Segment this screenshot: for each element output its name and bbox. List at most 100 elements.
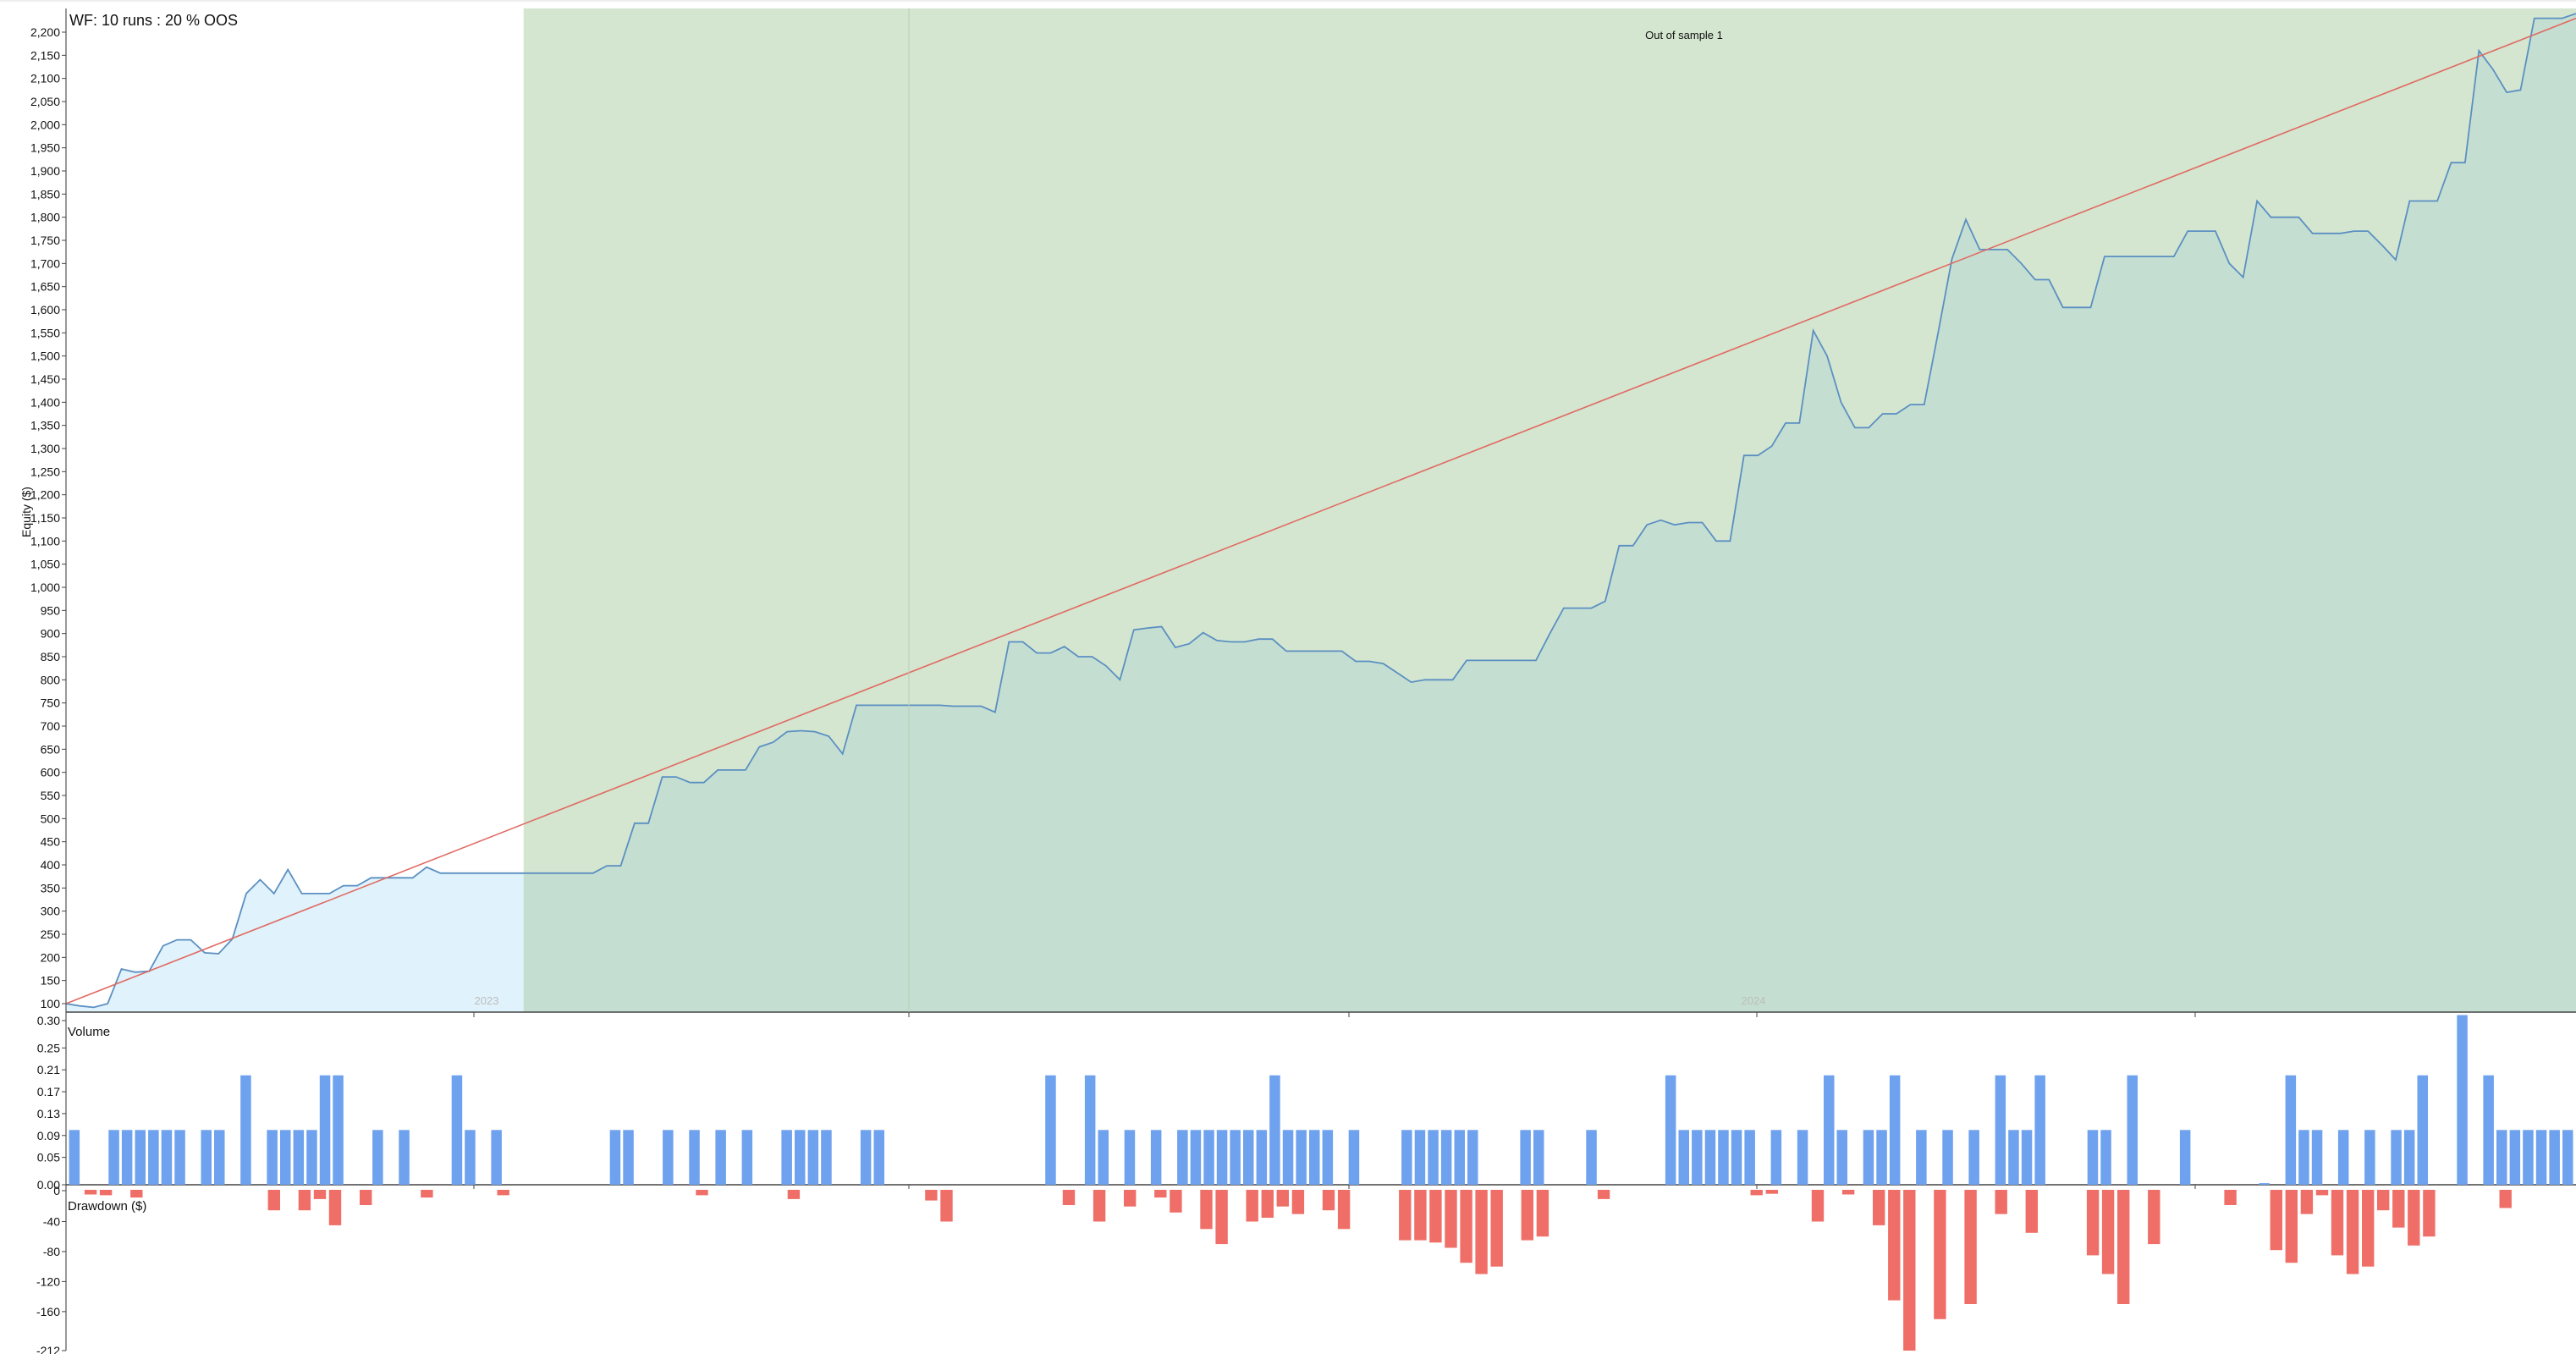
volume-bar (1440, 1130, 1452, 1185)
drawdown-bar (1062, 1190, 1076, 1205)
volume-bar (2021, 1130, 2033, 1185)
drawdown-bar (2025, 1190, 2038, 1233)
volume-bar (1586, 1130, 1597, 1185)
equity-tick-label: 1,050 (30, 558, 60, 571)
volume-bar (1414, 1130, 1426, 1185)
volume-bar (2008, 1130, 2019, 1185)
drawdown-bar (1765, 1190, 1778, 1194)
x-label-2024: 2024 (1742, 994, 1766, 1007)
equity-tick-label: 150 (41, 974, 61, 988)
out-of-sample-equity-area (523, 14, 2576, 1013)
volume-bar (399, 1130, 410, 1185)
volume-bar (2364, 1130, 2375, 1185)
volume-bar (1322, 1130, 1334, 1185)
drawdown-bar (1170, 1190, 1182, 1213)
volume-tick-label: 0.17 (37, 1085, 60, 1098)
drawdown-bar (2346, 1190, 2359, 1274)
volume-bar (2087, 1130, 2099, 1185)
drawdown-bar (1490, 1190, 1503, 1267)
volume-bar (2562, 1130, 2573, 1185)
drawdown-bar (421, 1190, 433, 1198)
drawdown-tick-label: -80 (43, 1245, 60, 1258)
equity-tick-label: 950 (41, 603, 61, 617)
volume-bar (623, 1130, 634, 1185)
drawdown-bar (2408, 1190, 2420, 1246)
volume-tick-label: 0.30 (37, 1014, 60, 1027)
volume-bar (1150, 1130, 1162, 1185)
volume-bar (1269, 1075, 1280, 1185)
drawdown-bar (1750, 1190, 1763, 1196)
drawdown-bar (2224, 1190, 2237, 1205)
equity-tick-label: 300 (41, 905, 61, 918)
equity-tick-label: 400 (41, 858, 61, 872)
drawdown-tick-label: -212 (36, 1344, 60, 1354)
equity-y-axis: 100 150 200 250 300 350 400 450 500 550 600 650 700 7… (30, 25, 66, 1010)
equity-tick-label: 100 (41, 997, 61, 1010)
volume-bar (715, 1130, 726, 1185)
equity-tick-label: 2,200 (30, 25, 60, 39)
equity-tick-label: 600 (41, 766, 61, 779)
volume-bar (1968, 1130, 1979, 1185)
drawdown-bar (940, 1190, 953, 1222)
volume-tick-label: 0.09 (37, 1129, 60, 1142)
volume-bar (795, 1130, 806, 1185)
volume-bar (1243, 1130, 1254, 1185)
volume-bar (2457, 1015, 2468, 1185)
drawdown-bar (1291, 1190, 1305, 1214)
volume-bar (240, 1075, 251, 1185)
drawdown-bar (1399, 1190, 1412, 1241)
drawdown-bar (1903, 1190, 1916, 1351)
volume-bar (319, 1075, 331, 1185)
drawdown-bar (1414, 1190, 1427, 1241)
equity-tick-label: 1,550 (30, 326, 60, 339)
volume-bar (2337, 1130, 2349, 1185)
volume-bar (1836, 1130, 1847, 1185)
volume-bar (465, 1130, 476, 1185)
equity-tick-label: 1,750 (30, 234, 60, 247)
equity-tick-label: 500 (41, 812, 61, 825)
volume-bar (267, 1130, 278, 1185)
drawdown-bar (1460, 1190, 1472, 1263)
drawdown-bar (1445, 1190, 1457, 1248)
equity-tick-label: 250 (41, 927, 61, 941)
volume-bar (1282, 1130, 1294, 1185)
volume-bar (1520, 1130, 1531, 1185)
drawdown-bar (1322, 1190, 1335, 1211)
drawdown-bar (2270, 1190, 2282, 1251)
equity-tick-label: 850 (41, 650, 61, 663)
drawdown-tick-label: -120 (36, 1274, 60, 1288)
equity-tick-label: 2,000 (30, 118, 60, 131)
volume-bar (491, 1130, 502, 1185)
volume-bar (2549, 1130, 2560, 1185)
drawdown-bar (497, 1190, 509, 1196)
drawdown-bar (2331, 1190, 2344, 1256)
drawdown-bar (84, 1190, 97, 1195)
equity-tick-label: 200 (41, 950, 61, 964)
volume-bar (306, 1130, 317, 1185)
volume-bar (1704, 1130, 1716, 1185)
volume-bar (2127, 1075, 2138, 1185)
equity-tick-label: 1,250 (30, 465, 60, 478)
volume-bar (1177, 1130, 1188, 1185)
drawdown-tick-label: -40 (43, 1214, 60, 1228)
volume-bar (1718, 1130, 1729, 1185)
volume-bars (69, 1015, 2573, 1185)
oos-label: Out of sample 1 (1645, 29, 1723, 41)
volume-bar (2403, 1130, 2415, 1185)
drawdown-bar (1536, 1190, 1549, 1237)
equity-line (65, 13, 2576, 1009)
volume-bar (781, 1130, 792, 1185)
drawdown-bar (925, 1190, 938, 1201)
volume-bar (609, 1130, 621, 1185)
volume-bar (2523, 1130, 2534, 1185)
drawdown-bar (1811, 1190, 1825, 1222)
volume-bar (821, 1130, 832, 1185)
equity-tick-label: 1,350 (30, 419, 60, 432)
drawdown-bar (298, 1190, 311, 1211)
drawdown-bar (360, 1190, 372, 1205)
drawdown-bar (130, 1190, 143, 1198)
equity-tick-label: 800 (41, 673, 61, 686)
volume-bar (1045, 1075, 1056, 1185)
drawdown-bar (2499, 1190, 2512, 1208)
volume-bar (1124, 1130, 1136, 1185)
